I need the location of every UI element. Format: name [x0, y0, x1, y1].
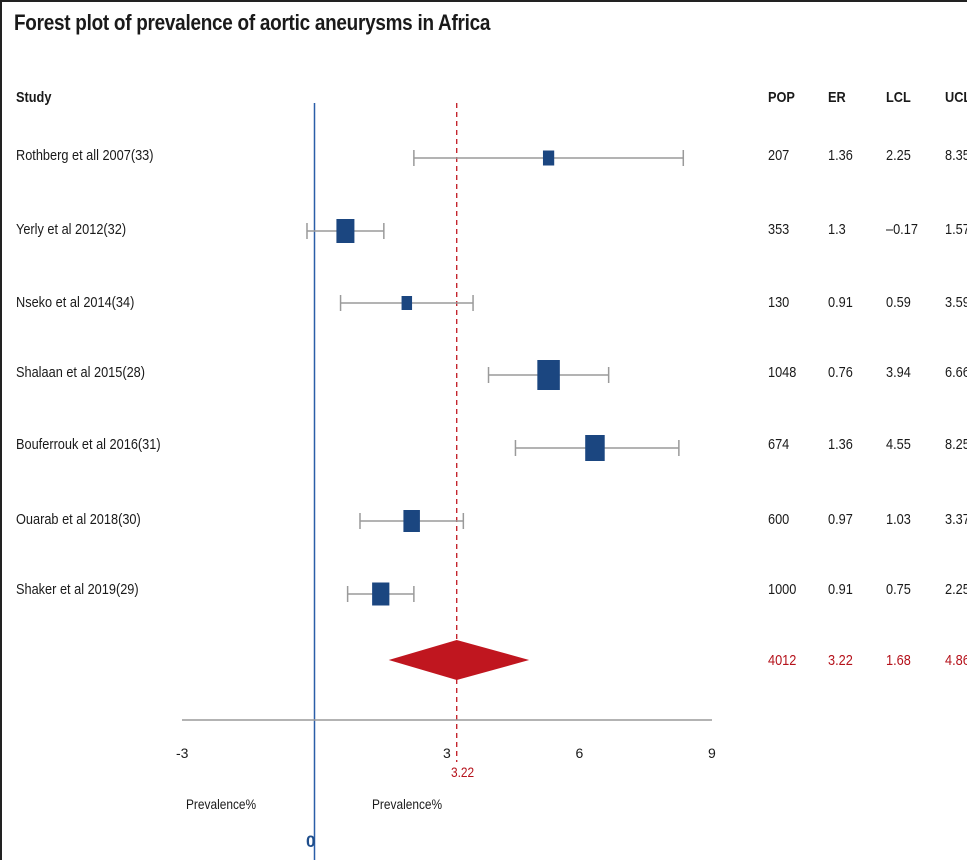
x-tick-label: 9	[708, 745, 716, 761]
x-tick-label: -3	[176, 745, 189, 761]
study-name: Rothberg et all 2007(33)	[16, 147, 154, 164]
study-name: Shaker et al 2019(29)	[16, 581, 139, 598]
study-er: 0.91	[828, 581, 853, 598]
null-line-label: 0	[306, 832, 316, 851]
er-column-header: ER	[828, 89, 846, 106]
ucl-column-header: UCL	[945, 89, 967, 106]
pop-column-header: POP	[768, 89, 795, 106]
study-pop: 600	[768, 511, 790, 528]
lcl-column-header: LCL	[886, 89, 911, 106]
study-ucl: 8.25	[945, 436, 967, 453]
pooled-estimate-label: 3.22	[451, 764, 475, 780]
study-lcl: 1.03	[886, 511, 911, 528]
study-er: 0.91	[828, 294, 853, 311]
study-name: Shalaan et al 2015(28)	[16, 364, 146, 381]
study-name: Ouarab et al 2018(30)	[16, 511, 141, 528]
study-column-header: Study	[16, 89, 52, 106]
study-lcl: 4.55	[886, 436, 911, 453]
study-er: 1.3	[828, 221, 846, 238]
pooled-diamond	[388, 640, 530, 680]
study-lcl: 3.94	[886, 364, 911, 381]
study-lcl: –0.17	[886, 221, 918, 238]
study-er: 0.97	[828, 511, 853, 528]
pooled-ucl: 4.86	[945, 652, 967, 669]
study-estimate-box	[372, 582, 390, 606]
study-estimate-box	[403, 510, 420, 532]
x-axis-label-left: Prevalence%	[186, 796, 257, 812]
study-estimate-box	[585, 435, 605, 461]
study-er: 1.36	[828, 436, 853, 453]
study-er: 1.36	[828, 147, 853, 164]
study-ucl: 1.57	[945, 221, 967, 238]
study-estimate-box	[336, 219, 355, 243]
study-pop: 353	[768, 221, 790, 238]
study-er: 0.76	[828, 364, 853, 381]
x-tick-label: 3	[443, 745, 451, 761]
study-name: Yerly et al 2012(32)	[16, 221, 127, 238]
study-name: Nseko et al 2014(34)	[16, 294, 135, 311]
study-lcl: 0.75	[886, 581, 911, 598]
study-lcl: 2.25	[886, 147, 911, 164]
x-tick-label: 6	[576, 745, 584, 761]
study-pop: 1048	[768, 364, 797, 381]
study-lcl: 0.59	[886, 294, 911, 311]
study-ucl: 3.59	[945, 294, 967, 311]
chart-title: Forest plot of prevalence of aortic aneu…	[14, 10, 491, 35]
study-name: Bouferrouk et al 2016(31)	[16, 436, 161, 453]
study-ucl: 8.35	[945, 147, 967, 164]
pooled-lcl: 1.68	[886, 652, 911, 669]
pooled-er: 3.22	[828, 652, 853, 669]
study-pop: 674	[768, 436, 790, 453]
study-ucl: 2.25	[945, 581, 967, 598]
study-pop: 1000	[768, 581, 797, 598]
study-estimate-box	[401, 296, 413, 310]
x-axis-label-right: Prevalence%	[372, 796, 443, 812]
pooled-pop: 4012	[768, 652, 797, 669]
study-estimate-box	[542, 150, 555, 166]
study-pop: 207	[768, 147, 790, 164]
study-estimate-box	[537, 360, 560, 390]
study-ucl: 3.37	[945, 511, 967, 528]
study-ucl: 6.66	[945, 364, 967, 381]
study-pop: 130	[768, 294, 790, 311]
